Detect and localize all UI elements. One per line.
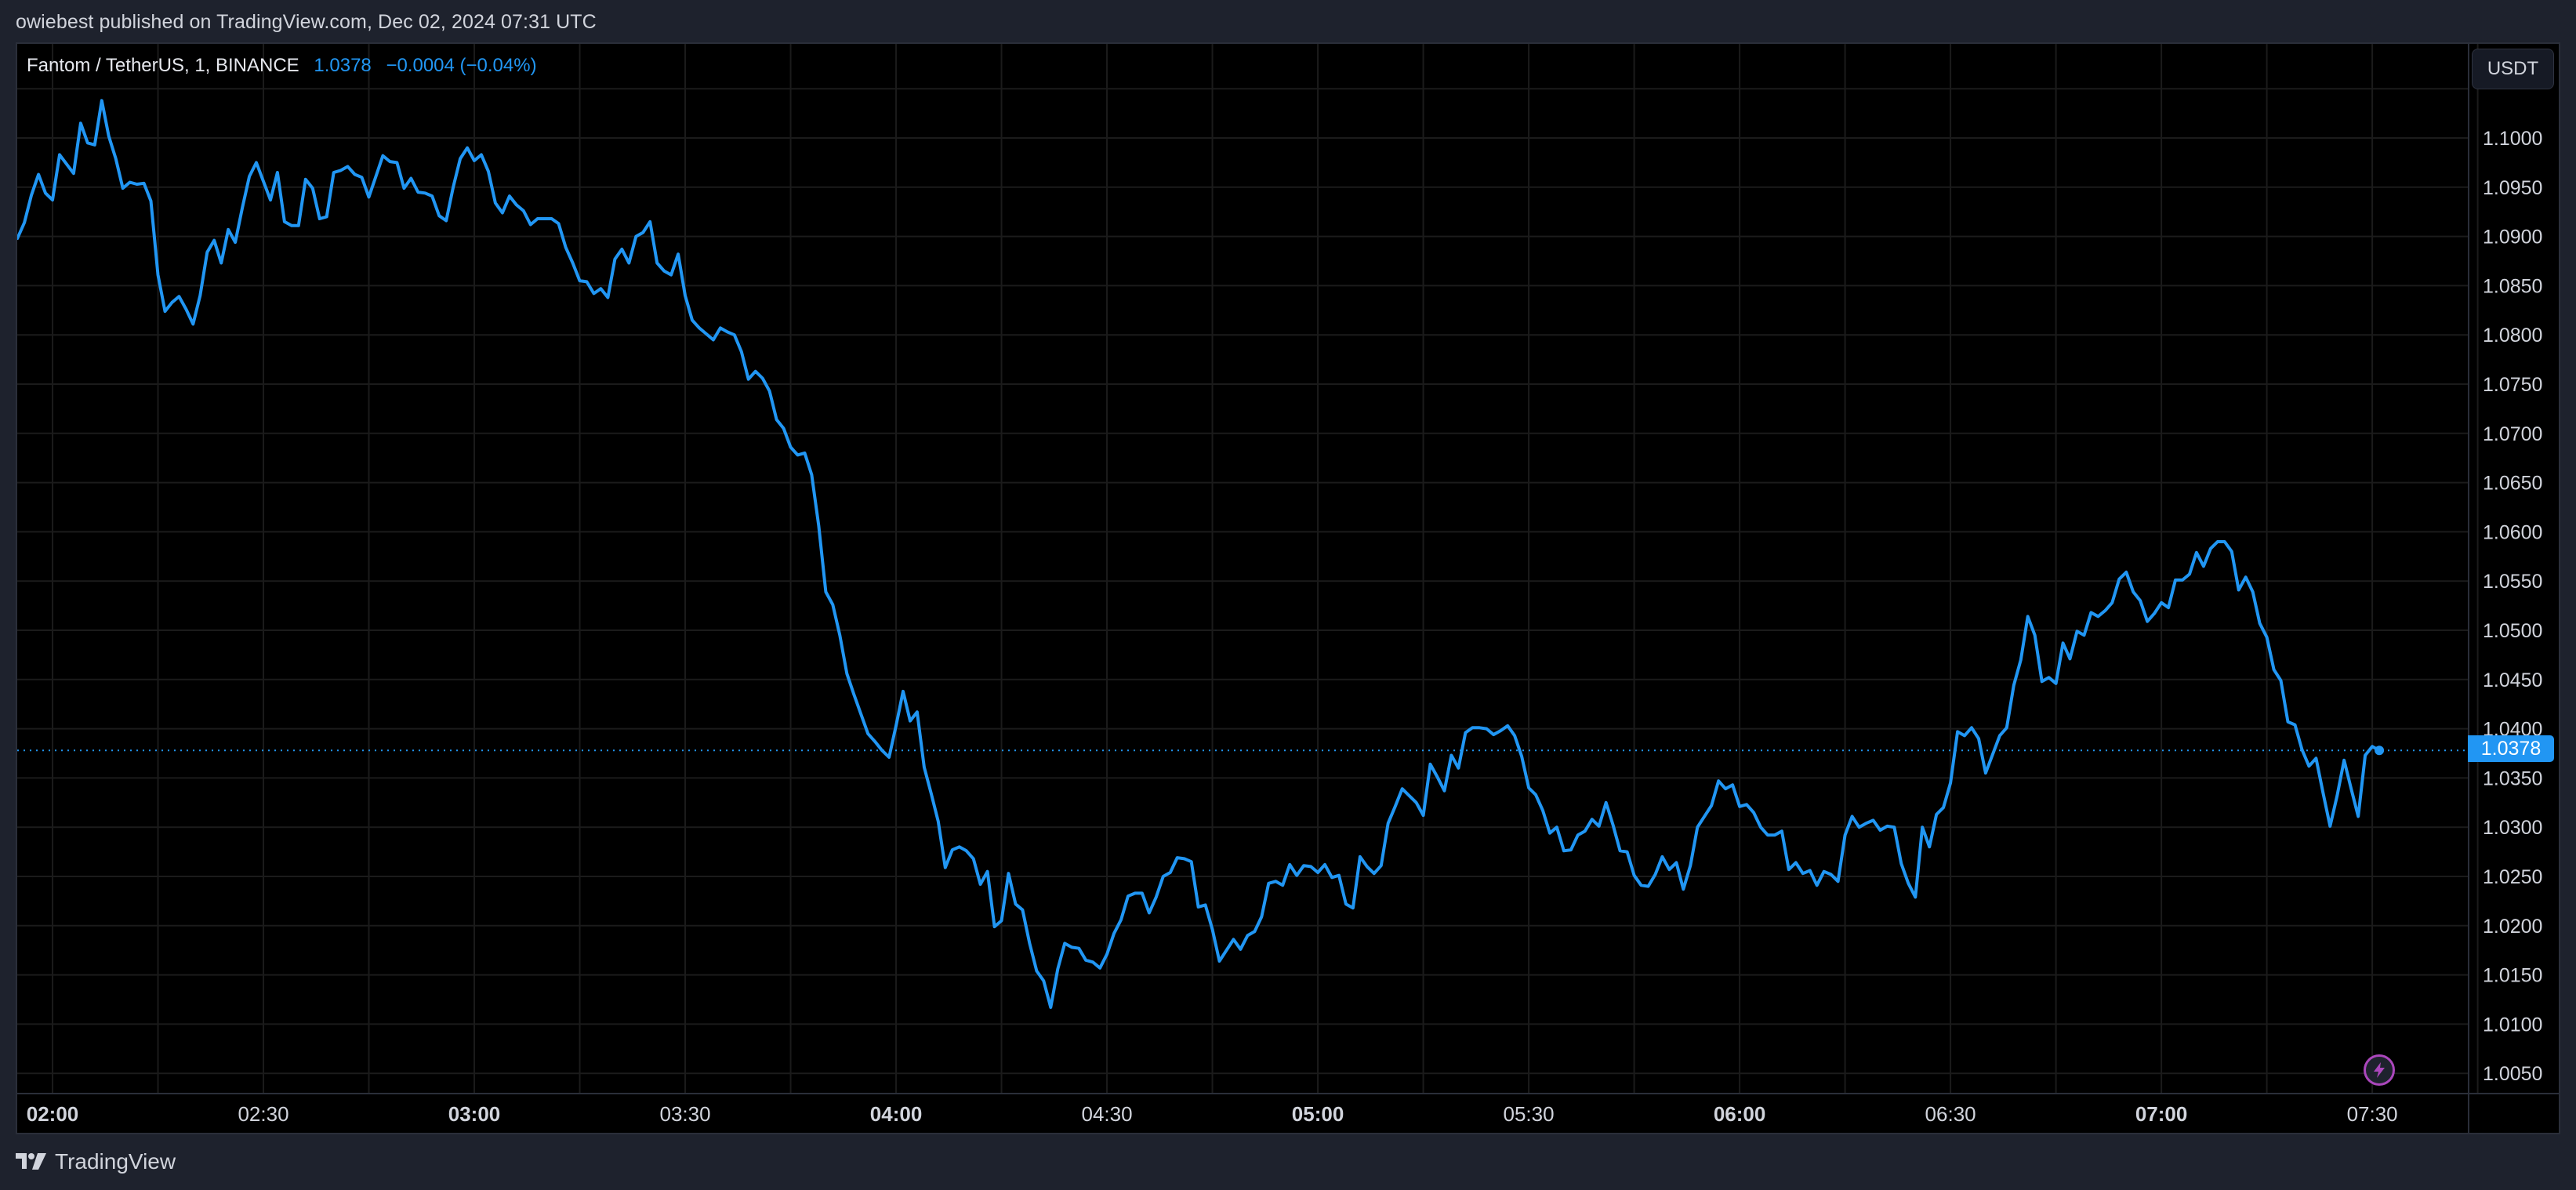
time-tick-label: 06:30 <box>1925 1102 1976 1126</box>
price-tick-label: 1.0550 <box>2483 571 2542 593</box>
time-tick-label: 03:00 <box>448 1102 501 1126</box>
price-tick-label: 1.0700 <box>2483 423 2542 445</box>
tradingview-logo-icon <box>16 1153 46 1170</box>
price-tick-label: 1.0900 <box>2483 227 2542 249</box>
currency-button[interactable]: USDT <box>2472 49 2554 89</box>
price-tick-label: 1.0800 <box>2483 325 2542 346</box>
time-tick-label: 02:00 <box>27 1102 79 1126</box>
publish-info: owiebest published on TradingView.com, D… <box>16 11 597 33</box>
time-tick-label: 04:00 <box>870 1102 923 1126</box>
time-tick-label: 03:30 <box>659 1102 710 1126</box>
chart-container[interactable]: 1.1000 1.0950 1.0900 1.0850 1.0800 1.0750 1.07… <box>16 42 2560 1134</box>
price-tick-label: 1.0300 <box>2483 817 2542 839</box>
price-tick-label: 1.0050 <box>2483 1063 2542 1085</box>
price-line <box>17 99 2382 1009</box>
price-tick-label: 1.0600 <box>2483 521 2542 543</box>
time-tick-label: 04:30 <box>1082 1102 1133 1126</box>
price-tick-label: 1.0100 <box>2483 1014 2542 1036</box>
price-tick-label: 1.0850 <box>2483 275 2542 297</box>
time-tick-label: 02:30 <box>238 1102 288 1126</box>
brand-name: TradingView <box>55 1149 176 1174</box>
price-tick-label: 1.0650 <box>2483 473 2542 495</box>
chart-legend: Fantom / TetherUS, 1, BINANCE 1.0378 −0.… <box>27 55 537 77</box>
price-tick-label: 1.0950 <box>2483 177 2542 199</box>
time-tick-label: 07:30 <box>2347 1102 2398 1126</box>
lightning-icon <box>2374 1062 2385 1078</box>
tradingview-logo[interactable]: TradingView <box>16 1149 176 1174</box>
price-tick-label: 1.0250 <box>2483 866 2542 888</box>
price-tick-label: 1.0150 <box>2483 965 2542 987</box>
time-tick-label: 07:00 <box>2135 1102 2188 1126</box>
price-tick-label: 1.0350 <box>2483 767 2542 789</box>
symbol-title[interactable]: Fantom / TetherUS, 1, BINANCE <box>27 55 299 76</box>
price-change: −0.0004 (−0.04%) <box>386 55 537 76</box>
price-tick-label: 1.1000 <box>2483 128 2542 150</box>
price-tick-label: 1.0500 <box>2483 620 2542 642</box>
price-chart[interactable]: 1.1000 1.0950 1.0900 1.0850 1.0800 1.0750 1.07… <box>17 44 2559 1133</box>
time-tick-label: 05:00 <box>1292 1102 1344 1126</box>
last-price-dot <box>2375 746 2385 756</box>
current-price-label: 1.0378 <box>2468 735 2554 762</box>
price-tick-label: 1.0450 <box>2483 669 2542 691</box>
last-price: 1.0378 <box>314 55 372 76</box>
price-tick-label: 1.0200 <box>2483 916 2542 938</box>
price-tick-label: 1.0750 <box>2483 374 2542 396</box>
time-tick-label: 06:00 <box>1714 1102 1766 1126</box>
alert-lightning-button[interactable] <box>2364 1054 2395 1086</box>
time-tick-label: 05:30 <box>1504 1102 1555 1126</box>
